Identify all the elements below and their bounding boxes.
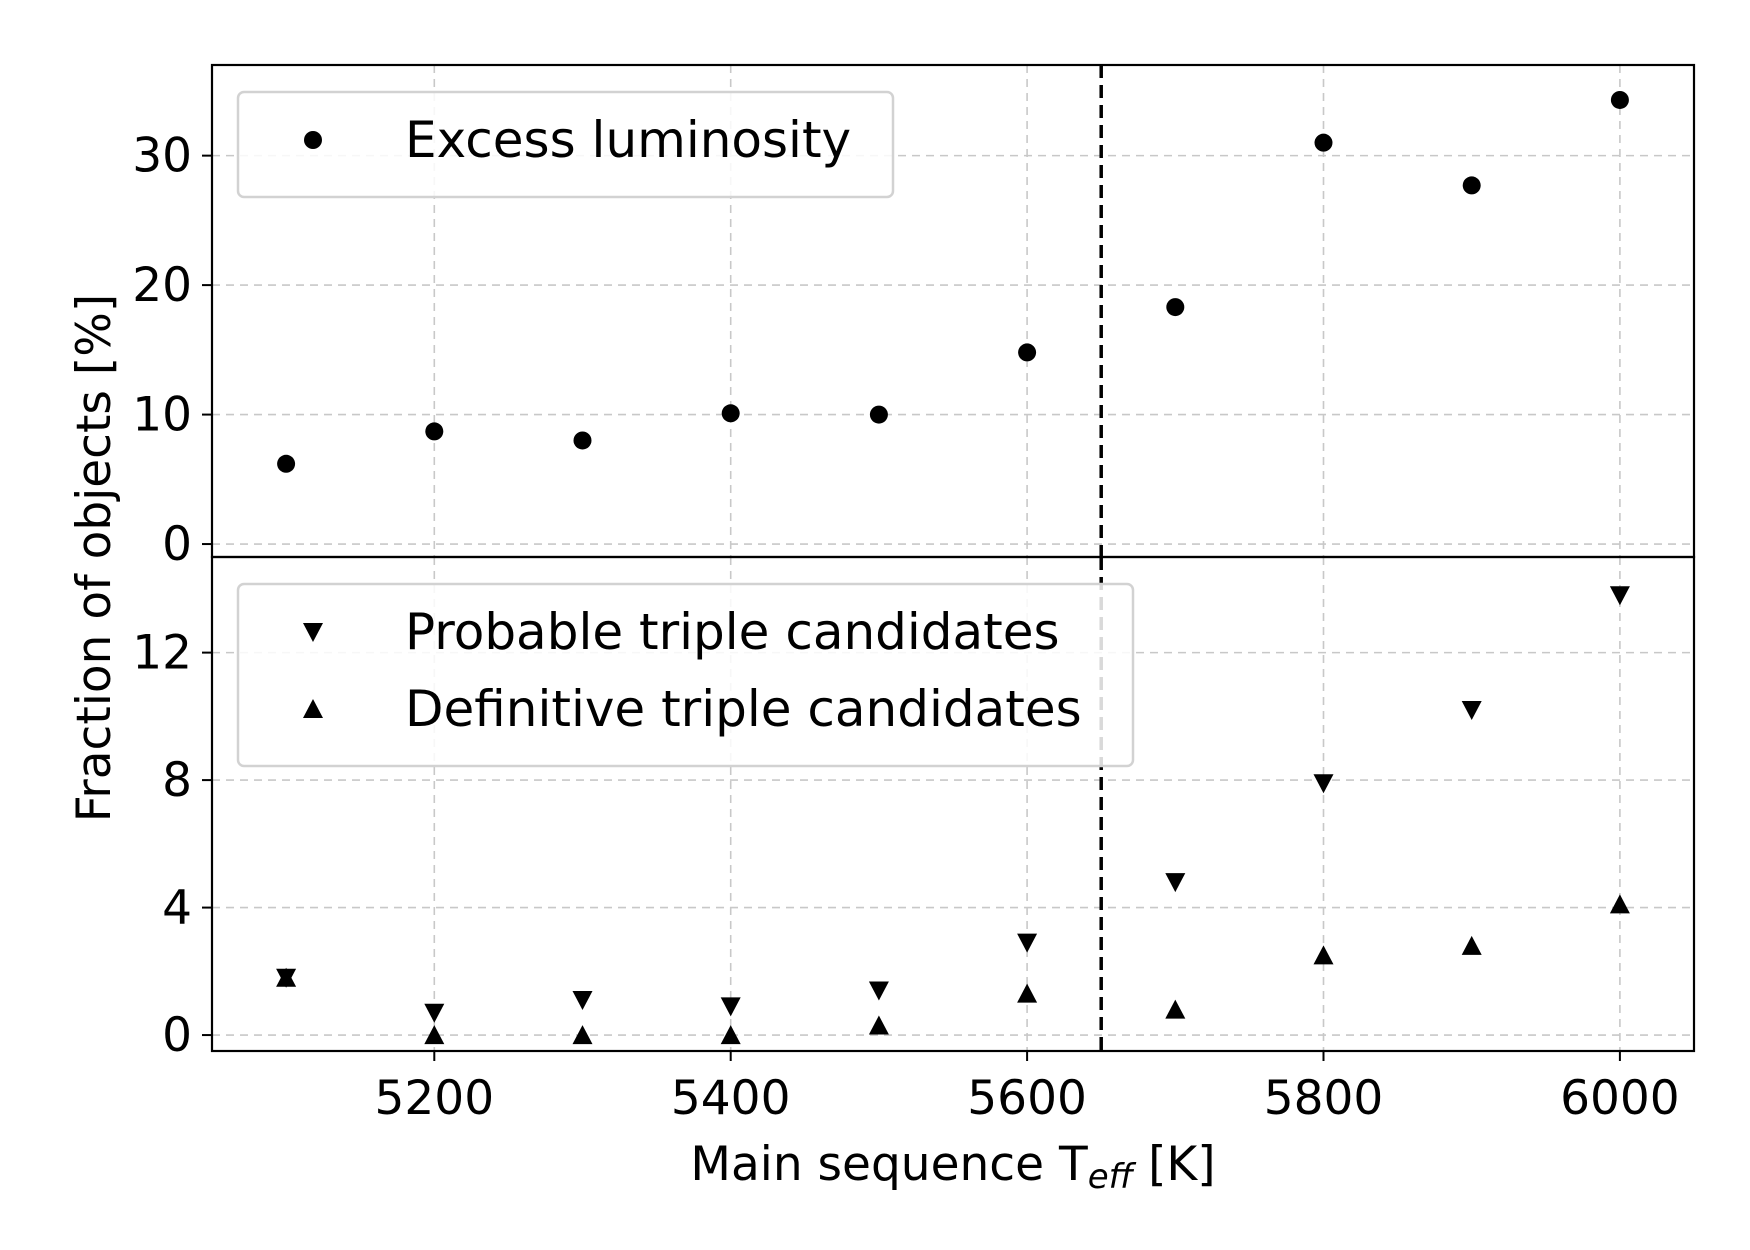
data-point: [425, 422, 444, 441]
legend-box: [236, 90, 895, 199]
x-axis-label-suffix: [K]: [1133, 1137, 1215, 1192]
data-point: [1165, 999, 1186, 1019]
data-point: [720, 997, 741, 1017]
x-axis-label-subscript: eff: [1088, 1157, 1137, 1197]
data-point: [868, 981, 889, 1001]
legend-box: [236, 582, 1135, 768]
x-axis-label: Main sequence Teff [K]: [690, 1137, 1215, 1197]
x-tick-label: 5600: [967, 1071, 1087, 1126]
x-tick-label: 5800: [1264, 1071, 1384, 1126]
bottom-panel-frame: [210, 555, 1696, 1053]
data-point: [1461, 700, 1482, 720]
data-point: [1462, 176, 1481, 195]
x-axis-label-main: Main sequence T: [690, 1137, 1088, 1192]
legend-label: Excess luminosity: [405, 111, 851, 169]
y-tick-label: 0: [162, 1008, 192, 1063]
legend-marker: [304, 131, 322, 149]
data-point: [572, 1025, 593, 1045]
x-tick-label: 5200: [374, 1071, 494, 1126]
x-tick-label: 5400: [671, 1071, 791, 1126]
axis-ticks: 0 10 20 30 0 4 8 12 5200 5400 5600 5800 6000: [132, 129, 1680, 1126]
y-tick-label: 12: [132, 626, 192, 681]
data-point: [1609, 586, 1630, 606]
data-point: [1610, 90, 1629, 109]
data-point: [573, 431, 592, 450]
y-tick-label: 10: [132, 388, 192, 443]
y-tick-label: 0: [162, 517, 192, 572]
data-point: [1313, 774, 1334, 794]
data-point: [1018, 343, 1037, 362]
x-tick-label: 6000: [1560, 1071, 1680, 1126]
grid-lines: [212, 65, 1694, 1051]
y-tick-label: 30: [132, 129, 192, 184]
data-point: [572, 991, 593, 1011]
data-point: [1314, 133, 1333, 152]
data-point: [1166, 298, 1185, 317]
legends: Excess luminosity Probable triple candida…: [236, 90, 1135, 768]
data-point: [1165, 873, 1186, 893]
data-point: [869, 405, 888, 424]
legend-marker: [303, 699, 323, 718]
y-tick-label: 4: [162, 881, 192, 936]
data-point: [868, 1015, 889, 1035]
data-point: [276, 967, 297, 987]
y-tick-label: 8: [162, 753, 192, 808]
data-point: [1461, 935, 1482, 955]
y-axis-label: Fraction of objects [%]: [67, 294, 122, 822]
data-point: [277, 454, 296, 473]
legend-label: Probable triple candidates: [405, 603, 1060, 661]
y-tick-label: 20: [132, 258, 192, 313]
data-point: [424, 1003, 445, 1023]
legend-label: Definitive triple candidates: [405, 680, 1082, 738]
data-point: [721, 404, 740, 423]
data-point: [1017, 983, 1038, 1003]
legend-marker: [303, 623, 323, 642]
data-points: [276, 90, 1630, 1045]
data-point: [1017, 933, 1038, 953]
data-point: [424, 1025, 445, 1045]
data-point: [720, 1025, 741, 1045]
data-point: [1313, 945, 1334, 965]
data-point: [1609, 894, 1630, 914]
